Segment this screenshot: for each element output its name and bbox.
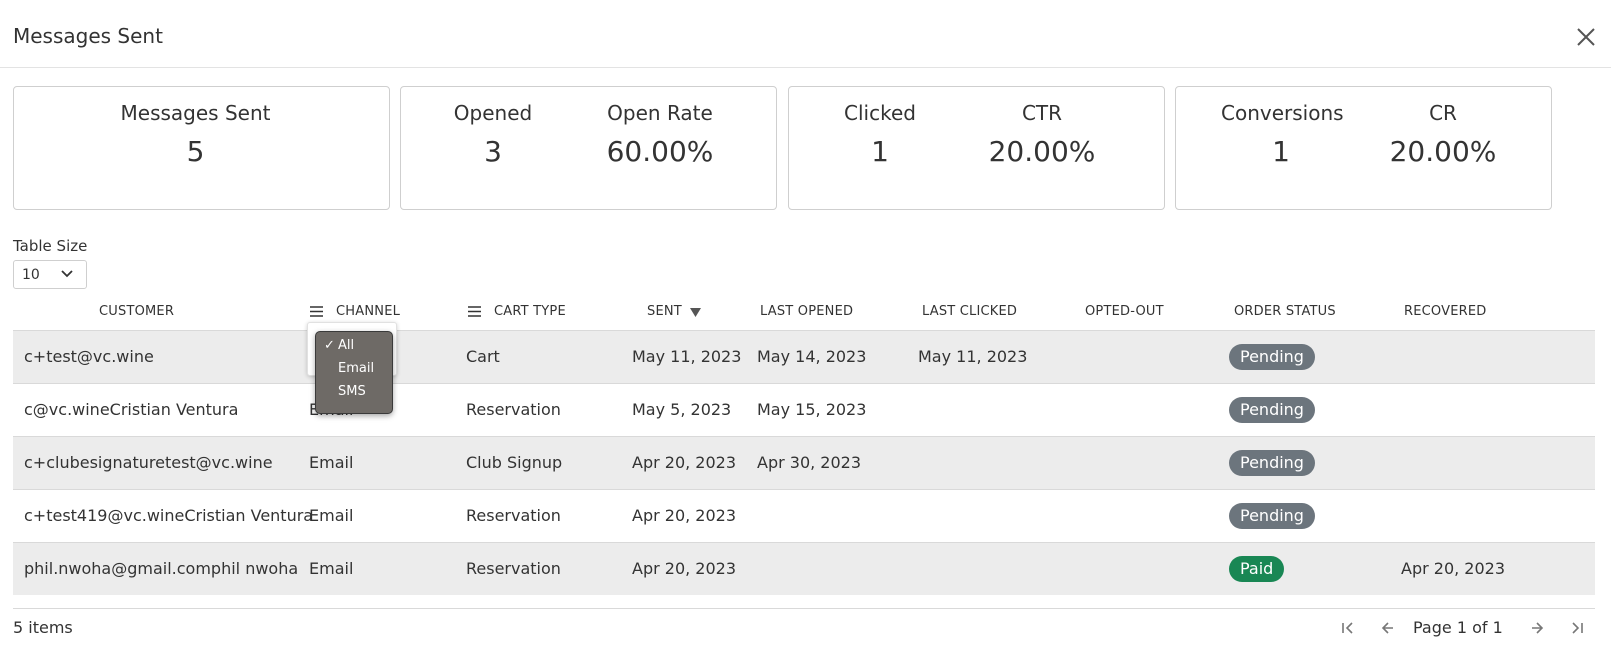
- table-size-select[interactable]: 10: [13, 260, 87, 289]
- opened-card: Opened 3 Open Rate 60.00%: [400, 86, 777, 210]
- last-opened-cell: May 15, 2023: [757, 400, 867, 419]
- cart-type-cell: Reservation: [466, 506, 561, 525]
- column-header-customer[interactable]: CUSTOMER: [99, 304, 175, 319]
- option-label: Email: [338, 361, 375, 376]
- page-info: Page 1 of 1: [1413, 618, 1503, 637]
- previous-page-icon[interactable]: [1380, 620, 1396, 636]
- last-opened-cell: May 14, 2023: [757, 347, 867, 366]
- table-size-label: Table Size: [13, 237, 88, 255]
- table-size-value: 10: [22, 267, 40, 283]
- metric-value: 1: [1272, 135, 1290, 168]
- metric-label: Clicked: [844, 101, 916, 125]
- cart-type-cell: Cart: [466, 347, 500, 366]
- metric: Clicked 1: [840, 101, 920, 168]
- metric-label: Opened: [453, 101, 533, 125]
- channel-cell: Email: [309, 506, 354, 525]
- option-label: All: [338, 338, 355, 353]
- status-badge: Pending: [1229, 397, 1315, 423]
- dialog-title: Messages Sent: [13, 24, 163, 48]
- channel-filter-dropdown[interactable]: ✓ All Email SMS: [315, 331, 393, 414]
- metric: CR 20.00%: [1388, 101, 1498, 168]
- channel-option-all[interactable]: ✓ All: [324, 338, 355, 353]
- sent-cell: May 5, 2023: [632, 400, 732, 419]
- recovered-cell: Apr 20, 2023: [1401, 559, 1506, 578]
- customer-cell: c+clubesignaturetest@vc.wine: [24, 453, 273, 472]
- chevron-down-icon: [61, 270, 73, 278]
- metric-value: 20.00%: [1389, 135, 1497, 168]
- column-header-cart-type[interactable]: CART TYPE: [494, 304, 566, 319]
- metric-label: Messages Sent: [120, 101, 271, 125]
- checkmark-icon: ✓: [324, 338, 335, 353]
- column-header-channel[interactable]: CHANNEL: [336, 304, 401, 319]
- items-count: 5 items: [13, 618, 73, 637]
- cart-type-cell: Club Signup: [466, 453, 563, 472]
- customer-cell: c+test@vc.wine: [24, 347, 154, 366]
- column-menu-icon[interactable]: [310, 306, 323, 317]
- sent-cell: Apr 20, 2023: [632, 453, 737, 472]
- column-header-opted-out[interactable]: OPTED-OUT: [1085, 304, 1164, 319]
- column-menu-icon[interactable]: [468, 306, 481, 317]
- sent-cell: May 11, 2023: [632, 347, 742, 366]
- metric-value: 60.00%: [606, 135, 714, 168]
- clicked-card: Clicked 1 CTR 20.00%: [788, 86, 1165, 210]
- metric: CTR 20.00%: [987, 101, 1097, 168]
- status-badge: Pending: [1229, 450, 1315, 476]
- messages-sent-card: Messages Sent 5: [13, 86, 390, 210]
- metric-value: 5: [186, 135, 205, 168]
- option-label: SMS: [338, 384, 366, 399]
- customer-cell: c+test419@vc.wineCristian Ventura: [24, 506, 314, 525]
- metric-label: CR: [1429, 101, 1457, 125]
- cart-type-cell: Reservation: [466, 400, 561, 419]
- last-opened-cell: Apr 30, 2023: [757, 453, 862, 472]
- metric-label: CTR: [1021, 101, 1063, 125]
- table-row[interactable]: c@vc.wineCristian Ventura Email Reservat…: [13, 383, 1595, 436]
- dialog-header: Messages Sent: [0, 0, 1611, 68]
- table-header: CUSTOMER CHANNEL CART TYPE SENT LAST OPE…: [13, 296, 1595, 330]
- metric: Messages Sent 5: [14, 101, 377, 168]
- table-bottom-border: [13, 608, 1595, 609]
- metric-value: 20.00%: [988, 135, 1096, 168]
- metric: Opened 3: [453, 101, 533, 168]
- column-header-order-status[interactable]: ORDER STATUS: [1234, 304, 1336, 319]
- table-row[interactable]: c+test@vc.wine Cart May 11, 2023 May 14,…: [13, 330, 1595, 383]
- sort-descending-icon[interactable]: [690, 308, 701, 317]
- metric-label: Open Rate: [607, 101, 713, 125]
- customer-cell: c@vc.wineCristian Ventura: [24, 400, 239, 419]
- column-header-last-opened[interactable]: LAST OPENED: [760, 304, 854, 319]
- table-row[interactable]: c+clubesignaturetest@vc.wine Email Club …: [13, 436, 1595, 489]
- sent-cell: Apr 20, 2023: [632, 506, 737, 525]
- column-header-last-clicked[interactable]: LAST CLICKED: [922, 304, 1018, 319]
- conversions-card: Conversions 1 CR 20.00%: [1175, 86, 1552, 210]
- column-header-sent[interactable]: SENT: [647, 304, 682, 319]
- channel-option-email[interactable]: Email: [338, 361, 374, 376]
- cart-type-cell: Reservation: [466, 559, 561, 578]
- status-badge: Paid: [1229, 556, 1285, 582]
- metric: Conversions 1: [1221, 101, 1344, 168]
- status-badge: Pending: [1229, 344, 1315, 370]
- customer-cell: phil.nwoha@gmail.comphil nwoha: [24, 559, 299, 578]
- status-badge: Pending: [1229, 503, 1315, 529]
- column-header-recovered[interactable]: RECOVERED: [1404, 304, 1487, 319]
- metric-label: Conversions: [1221, 101, 1344, 125]
- channel-cell: Email: [309, 453, 354, 472]
- channel-cell: Email: [309, 559, 354, 578]
- channel-option-sms[interactable]: SMS: [338, 384, 366, 399]
- last-clicked-cell: May 11, 2023: [918, 347, 1028, 366]
- table-row[interactable]: c+test419@vc.wineCristian Ventura Email …: [13, 489, 1595, 542]
- metric-value: 3: [484, 135, 502, 168]
- sent-cell: Apr 20, 2023: [632, 559, 737, 578]
- table-row[interactable]: phil.nwoha@gmail.comphil nwoha Email Res…: [13, 542, 1595, 595]
- last-page-icon[interactable]: [1569, 620, 1585, 636]
- first-page-icon[interactable]: [1340, 620, 1356, 636]
- close-icon[interactable]: [1575, 26, 1597, 48]
- metric-value: 1: [871, 135, 889, 168]
- metric: Open Rate 60.00%: [605, 101, 715, 168]
- next-page-icon[interactable]: [1529, 620, 1545, 636]
